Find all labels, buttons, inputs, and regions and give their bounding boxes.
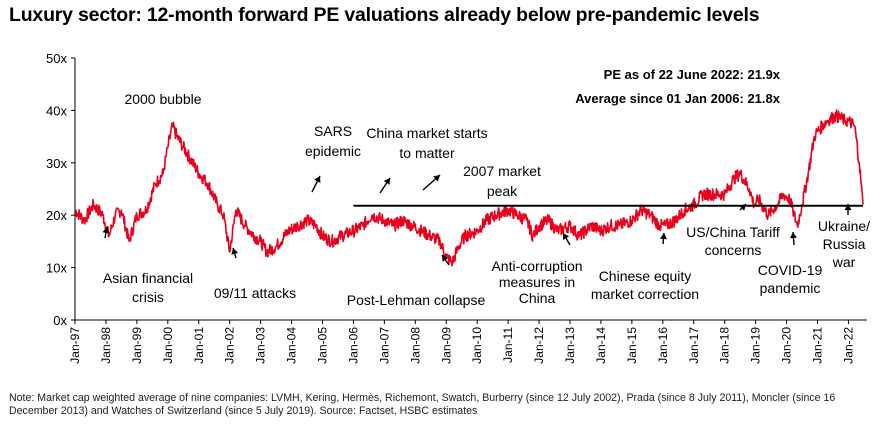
annotations-group: 2000 bubble Asian financial crisis 09/11 at… (102, 67, 870, 308)
x-tick-label: Jan-99 (130, 327, 144, 364)
annotation-sept11: 09/11 attacks (214, 285, 296, 301)
x-tick-label: Jan-12 (532, 327, 546, 364)
annotation-bubble: 2000 bubble (124, 91, 201, 107)
annotation-arrowhead (789, 232, 797, 239)
annotation-covid: COVID-19 pandemic (758, 262, 823, 296)
x-tick-label: Jan-02 (223, 327, 237, 364)
x-tick-label: Jan-10 (470, 327, 484, 364)
x-tick-label: Jan-00 (161, 327, 175, 364)
annotation-arrowhead (314, 176, 321, 183)
pe-chart: 0x 10x 20x 30x 40x 50x Jan-97 Jan-98 Jan-99 Jan-0… (46, 51, 870, 364)
y-tick-label: 10x (46, 261, 67, 276)
x-tick-label: Jan-21 (811, 327, 825, 364)
annotation-line: Russia (823, 236, 866, 252)
annotation-line: market correction (591, 286, 699, 302)
annotation-line: war (832, 254, 856, 270)
y-tick-label: 20x (46, 208, 67, 223)
annotation-line: Anti-corruption (491, 258, 582, 274)
annotation-line: measures in (499, 274, 575, 290)
annotation-peak2007: 2007 market peak (463, 163, 541, 199)
x-tick-label: Jan-20 (780, 327, 794, 364)
x-tick-label: Jan-03 (254, 327, 268, 364)
annotation-line: crisis (132, 289, 164, 305)
x-tick-label: Jan-04 (285, 327, 299, 364)
annotation-arrowhead (383, 178, 390, 185)
annotation-line: COVID-19 (758, 262, 823, 278)
x-tick-label: Jan-01 (192, 327, 206, 364)
x-tick-label: Jan-98 (99, 327, 113, 364)
annotation-sars: SARS epidemic (305, 123, 361, 159)
annotation-line: Ukraine/ (818, 218, 870, 234)
x-tick-label: Jan-18 (718, 327, 732, 364)
annotation-line: Asian financial (103, 270, 193, 286)
annotation-chinaequity: Chinese equity market correction (591, 268, 699, 302)
annotation-lehman: Post-Lehman collapse (347, 292, 486, 308)
annotation-line: China market starts (366, 125, 487, 141)
annotation-arrowhead (442, 255, 449, 262)
annotation-line: 2000 bubble (124, 91, 201, 107)
x-tick-label: Jan-16 (656, 327, 670, 364)
annotation-line: concerns (705, 242, 762, 258)
annotation-arrowhead (563, 233, 570, 240)
annotation-line: to matter (399, 145, 455, 161)
annotation-arrowhead (231, 248, 239, 255)
annotation-line: Chinese equity (599, 268, 692, 284)
annotation-china: China market starts to matter (366, 125, 487, 161)
x-tick-label: Jan-97 (68, 327, 82, 364)
y-tick-label: 0x (53, 313, 67, 328)
x-tick-label: Jan-09 (439, 327, 453, 364)
annotation-arrowhead (659, 233, 667, 240)
annotation-ukraine: Ukraine/Russia war (818, 218, 870, 270)
chart-series (74, 109, 864, 267)
annotation-asian: Asian financial crisis (103, 270, 193, 305)
annotation-line: US/China Tariff (686, 224, 780, 240)
chart-axes: 0x 10x 20x 30x 40x 50x Jan-97 Jan-98 Jan-99 Jan-0… (46, 51, 867, 364)
x-tick-label: Jan-22 (841, 327, 855, 364)
annotation-arrowhead (102, 227, 110, 234)
annotation-arrowhead (433, 175, 440, 182)
chart-title: Luxury sector: 12-month forward PE valua… (9, 4, 760, 26)
annotation-line: SARS (314, 123, 352, 139)
x-tick-label: Jan-08 (408, 327, 422, 364)
annotation-line: peak (487, 183, 518, 199)
chart-footnote: Note: Market cap weighted average of nin… (9, 392, 836, 417)
x-tick-label: Jan-14 (594, 327, 608, 364)
x-tick-label: Jan-05 (316, 327, 330, 364)
pe-summary-line: PE as of 22 June 2022: 21.9x (604, 67, 781, 82)
x-tick-label: Jan-19 (749, 327, 763, 364)
annotation-line: 09/11 attacks (214, 285, 296, 301)
y-tick-label: 30x (46, 156, 67, 171)
annotation-line: 2007 market (463, 163, 541, 179)
annotation-tariff: US/China Tariff concerns (686, 224, 780, 258)
annotation-line: China (519, 290, 556, 306)
annotation-arrowhead (844, 204, 852, 210)
annotation-anticorruption: Anti-corruption measures in China (491, 258, 582, 306)
annotation-line: Post-Lehman collapse (347, 292, 486, 308)
x-tick-label: Jan-11 (501, 327, 515, 363)
y-tick-label: 40x (46, 103, 67, 118)
x-tick-label: Jan-17 (687, 327, 701, 364)
x-tick-label: Jan-13 (563, 327, 577, 364)
x-tick-label: Jan-06 (346, 327, 360, 364)
x-tick-label: Jan-07 (377, 327, 391, 364)
pe-series-line (74, 109, 864, 267)
pe-summary-line: Average since 01 Jan 2006: 21.8x (575, 91, 781, 106)
annotation-line: pandemic (760, 280, 821, 296)
x-tick-label: Jan-15 (625, 327, 639, 364)
y-tick-label: 50x (46, 51, 67, 66)
annotation-arrowhead (739, 204, 746, 211)
annotation-line: epidemic (305, 143, 361, 159)
